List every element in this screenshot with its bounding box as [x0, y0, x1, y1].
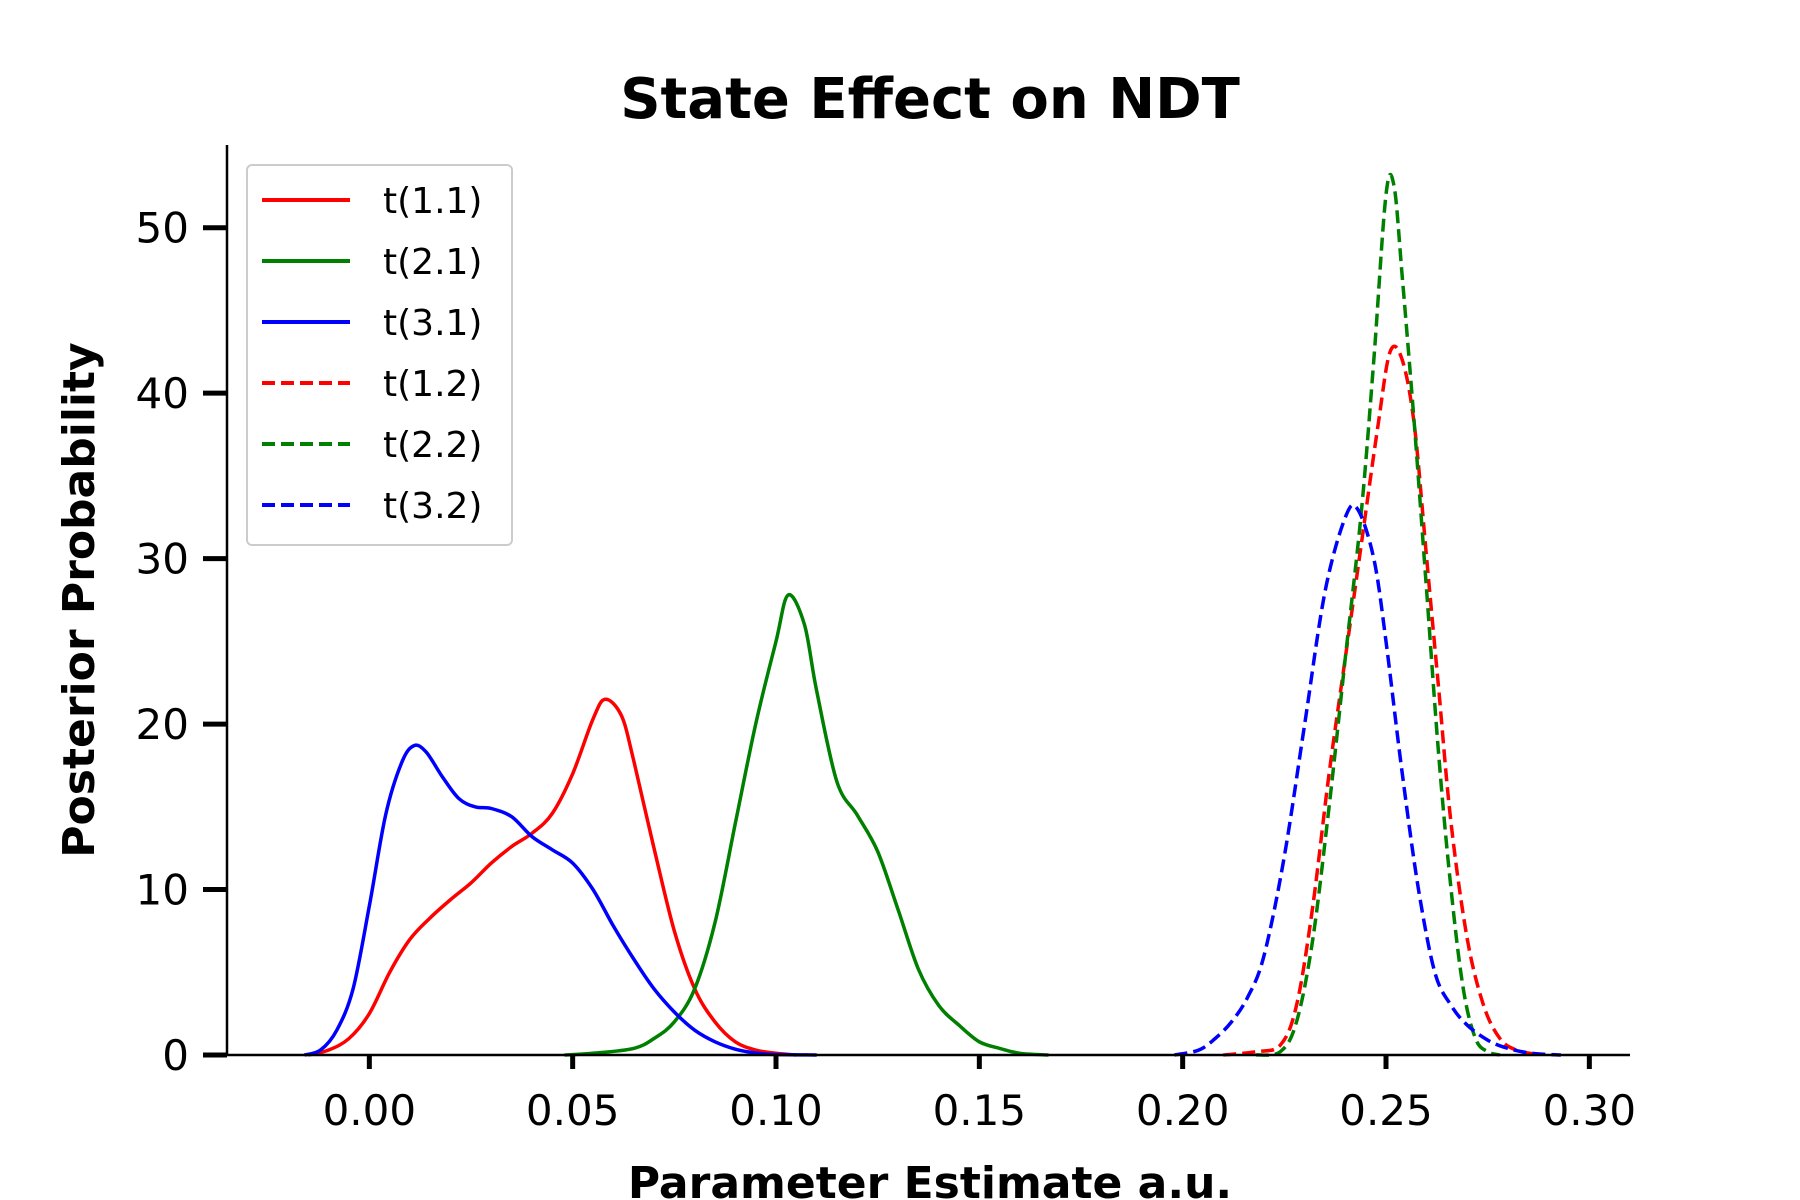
x-tick-label: 0.00 — [323, 1086, 417, 1135]
x-tick-label: 0.25 — [1339, 1086, 1433, 1135]
y-tick-label: 20 — [136, 700, 189, 749]
x-tick-label: 0.20 — [1136, 1086, 1230, 1135]
x-axis-label: Parameter Estimate a.u. — [628, 1158, 1232, 1200]
series-line-5 — [1255, 172, 1501, 1057]
legend-label: t(2.1) — [383, 242, 482, 283]
plot-area: 0.00 0.05 0.10 0.15 0.20 0.25 0.30 0 10 20 30 40 50 — [136, 145, 1637, 1135]
series-line-1 — [307, 697, 797, 1057]
legend-label: t(1.1) — [383, 181, 482, 222]
x-ticks: 0.00 0.05 0.10 0.15 0.20 0.25 0.30 — [323, 1055, 1637, 1135]
chart-title: State Effect on NDT — [620, 67, 1240, 132]
legend-label: t(2.2) — [383, 425, 482, 466]
y-tick-label: 30 — [136, 535, 189, 584]
y-tick-label: 10 — [136, 866, 189, 915]
series-layer — [303, 172, 1562, 1057]
series-line-2 — [564, 593, 1049, 1057]
y-tick-label: 40 — [136, 369, 189, 418]
series-line-3 — [303, 743, 817, 1057]
legend-label: t(3.2) — [383, 486, 482, 527]
legend-label: t(1.2) — [383, 364, 482, 405]
y-ticks: 0 10 20 30 40 50 — [136, 204, 227, 1080]
y-axis-label: Posterior Probability — [54, 342, 105, 857]
series-line-4 — [1223, 344, 1541, 1057]
x-tick-label: 0.15 — [933, 1086, 1027, 1135]
y-tick-label: 0 — [162, 1031, 189, 1080]
legend: t(1.1) t(2.1) t(3.1) t(1.2) t(2.2) t(3.2) — [246, 164, 513, 546]
x-tick-label: 0.30 — [1543, 1086, 1637, 1135]
y-tick-label: 50 — [136, 204, 189, 253]
x-tick-label: 0.10 — [729, 1086, 823, 1135]
x-tick-label: 0.05 — [526, 1086, 620, 1135]
legend-label: t(3.1) — [383, 303, 482, 344]
series-line-6 — [1174, 503, 1562, 1057]
